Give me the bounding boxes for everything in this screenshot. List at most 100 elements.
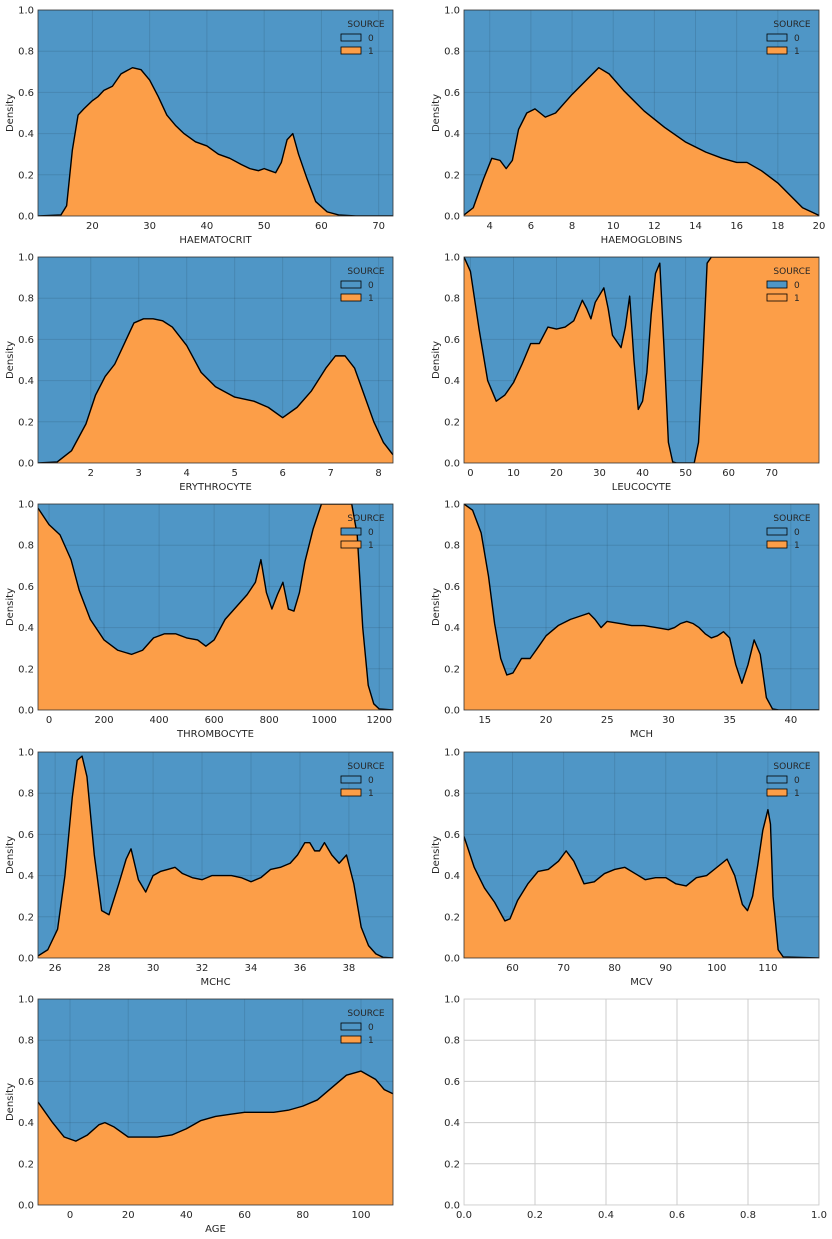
y-tick-label: 0.4 [18, 1118, 34, 1129]
boundary-line [464, 66, 819, 216]
y-tick-label: 0.0 [444, 706, 460, 717]
x-axis-label: HAEMOGLOBINS [601, 235, 683, 246]
gridlines [464, 999, 819, 1205]
x-tick-label: 70 [372, 221, 385, 232]
x-tick-label: 0.8 [740, 1210, 756, 1221]
y-tick-label: 0.2 [18, 1159, 34, 1170]
area-source-1 [464, 67, 819, 216]
boundary-line [38, 755, 393, 958]
legend-label-0: 0 [794, 34, 800, 44]
x-tick-label: 800 [260, 715, 279, 726]
x-tick-label: 1.0 [811, 1210, 827, 1221]
legend-label-0: 0 [368, 281, 374, 291]
x-tick-label: 80 [296, 1210, 309, 1221]
x-tick-label: 70 [557, 963, 570, 974]
legend-label-1: 1 [794, 789, 800, 799]
y-tick-label: 1.0 [18, 748, 34, 759]
legend-label-0: 0 [794, 281, 800, 291]
y-tick-label: 0.2 [444, 664, 460, 675]
x-axis-label: LEUCOCYTE [612, 482, 671, 493]
x-tick-label: 200 [94, 715, 113, 726]
legend-swatch-1 [766, 788, 788, 797]
legend-label-1: 1 [794, 47, 800, 57]
x-tick-label: 20 [550, 468, 563, 479]
y-tick-label: 0.6 [444, 88, 460, 99]
y-tick-label: 0.8 [18, 541, 34, 552]
x-tick-label: 600 [205, 715, 224, 726]
x-tick-label: 30 [147, 963, 160, 974]
legend-label-1: 1 [794, 541, 800, 551]
legend: SOURCE 0 1 [766, 762, 811, 799]
plot-frame [37, 256, 394, 464]
y-tick-label: 0.8 [18, 1036, 34, 1047]
chart-panel-9: 0 20 40 60 80 100 0.0 0.2 0.4 0.6 0.8 1.0 AGE Density… [5, 995, 394, 1235]
boundary-line [38, 1070, 393, 1142]
x-tick-label: 60 [722, 468, 735, 479]
y-axis-label: Density [5, 94, 16, 132]
legend: SOURCE 0 1 [340, 514, 385, 551]
legend-label-0: 0 [794, 776, 800, 786]
x-tick-label: 40 [201, 221, 214, 232]
y-axis-label: Density [5, 588, 16, 626]
x-tick-label: 50 [679, 468, 692, 479]
legend-swatch-1 [766, 540, 788, 549]
y-tick-label: 0.0 [444, 459, 460, 470]
legend-title: SOURCE [773, 267, 810, 277]
y-tick-label: 0.4 [444, 376, 460, 387]
y-tick-label: 0.0 [18, 459, 34, 470]
plot-frame [37, 751, 394, 959]
y-tick-label: 0.8 [444, 541, 460, 552]
x-tick-label: 0.4 [598, 1210, 614, 1221]
y-axis-label: Density [5, 341, 16, 379]
legend-swatch-0 [766, 775, 788, 784]
y-tick-label: 0.8 [18, 294, 34, 305]
legend-label-0: 0 [368, 1023, 374, 1033]
x-tick-label: 20 [86, 221, 99, 232]
y-tick-label: 0.2 [18, 664, 34, 675]
legend-swatch-0 [340, 527, 362, 536]
x-tick-label: 1200 [367, 715, 392, 726]
x-tick-label: 30 [143, 221, 156, 232]
y-tick-label: 0.8 [18, 47, 34, 58]
legend-title: SOURCE [347, 514, 384, 524]
x-tick-label: 35 [723, 715, 736, 726]
area-source-1 [38, 1071, 393, 1205]
x-tick-label: 100 [351, 1210, 370, 1221]
area-source-1 [38, 756, 393, 958]
boundary-line [38, 504, 393, 710]
legend-title: SOURCE [773, 762, 810, 772]
x-tick-label: 10 [507, 468, 520, 479]
x-tick-label: 0.0 [456, 1210, 472, 1221]
y-tick-label: 0.2 [444, 912, 460, 923]
legend-swatch-1 [340, 1035, 362, 1044]
legend-label-1: 1 [368, 789, 374, 799]
y-tick-label: 1.0 [18, 995, 34, 1006]
legend-swatch-0 [340, 280, 362, 289]
x-axis-label: MCV [630, 977, 653, 988]
x-tick-label: 3 [136, 468, 142, 479]
x-tick-label: 20 [122, 1210, 135, 1221]
legend-swatch-0 [340, 1022, 362, 1031]
chart-panel-4: 0 10 20 30 40 50 60 700.00.20.40.60.81.0LEUCOCY… [431, 253, 820, 493]
legend-label-1: 1 [368, 294, 374, 304]
x-tick-label: 12 [648, 221, 661, 232]
legend-swatch-0 [766, 527, 788, 536]
plot-frame [463, 998, 820, 1206]
x-tick-label: 8 [569, 221, 575, 232]
y-axis-label: Density [431, 836, 442, 874]
x-tick-label: 30 [593, 468, 606, 479]
legend-swatch-0 [766, 33, 788, 42]
x-tick-label: 20 [813, 221, 826, 232]
x-tick-label: 90 [659, 963, 672, 974]
legend-label-1: 1 [368, 47, 374, 57]
x-axis-label: THROMBOCYTE [176, 729, 254, 740]
x-axis-label: AGE [205, 1224, 226, 1235]
y-axis-label: Density [5, 836, 16, 874]
chart-panel-2: 4 6 8 10 12 14 16 18 200.00.20.40.60.81.0HAEMOGL… [431, 6, 825, 247]
area-source-1 [38, 67, 393, 216]
y-tick-label: 0.6 [18, 1077, 34, 1088]
y-tick-label: 1.0 [18, 500, 34, 511]
y-tick-label: 0.6 [444, 830, 460, 841]
y-tick-label: 0.8 [444, 47, 460, 58]
